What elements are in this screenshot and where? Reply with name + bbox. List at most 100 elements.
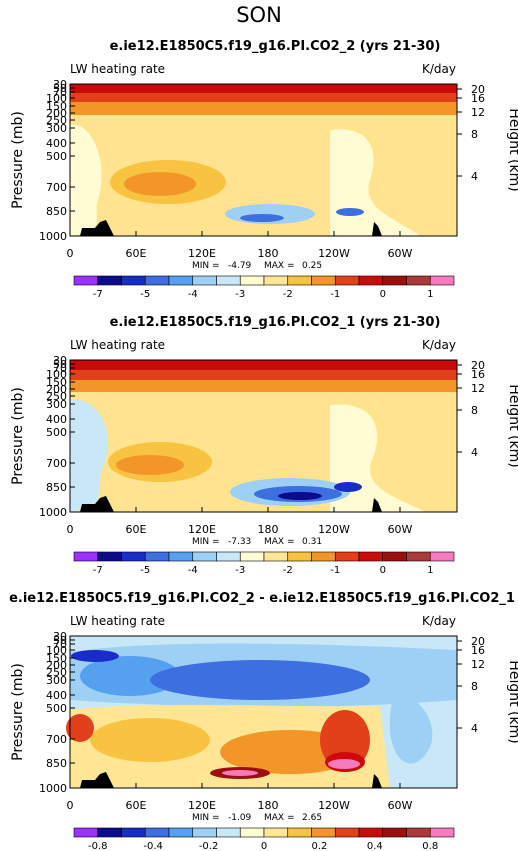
y-tick-label: 30 [53,630,67,643]
panel-3-topography-south-america [372,774,382,788]
y2-tick-label: 12 [471,106,485,119]
panel-2-topography-south-america [372,498,382,512]
colorbar-label: -5 [140,289,150,300]
y2-tick-label: 4 [471,170,478,183]
colorbar-swatch [334,551,360,562]
colorbar-label: -0.4 [143,841,163,851]
y2-tick-label: 8 [471,404,478,417]
x-tick-label: 60E [126,247,147,260]
x-tick-label: 60E [126,799,147,812]
colorbar-swatch [287,551,312,562]
x-tick-label: 120E [188,247,216,260]
panel-3-min-value: -1.09 [228,813,252,823]
colorbar-swatch [382,551,407,562]
panel-2-plot-area [69,359,458,513]
colorbar-label: -3 [235,565,245,576]
y-tick-label: 700 [46,733,67,746]
panel-3-max-label: MAX = [264,813,295,823]
colorbar-swatch [144,275,170,286]
colorbar-swatch [382,827,407,838]
y-tick-label: 1000 [39,230,67,243]
panel-1-orange-band [70,102,457,115]
panel-1-max-label: MAX = [264,261,295,271]
panel-1-variable-label: LW heating rate [70,62,165,76]
colorbar-swatch [406,827,431,838]
colorbar-label: -5 [140,565,150,576]
panel-2-blue-cell-east [334,482,362,492]
y-tick-label: 150 [46,376,67,389]
y-tick-label: 400 [46,689,67,702]
panel-2-max-value: 0.31 [302,537,322,547]
colorbar-label: 0 [261,841,267,851]
colorbar-swatch [216,827,241,838]
panel-3-title: e.ie12.E1850C5.f19_g16.PI.CO2_2 - e.ie12… [9,591,515,606]
colorbar-swatch [287,827,312,838]
colorbar-swatch [144,827,170,838]
colorbar-label: -0.8 [88,841,108,851]
colorbar-label: -2 [283,565,293,576]
y2-tick-label: 20 [471,635,485,648]
x-tick-label: 120W [318,247,350,260]
panel-3-max-value: 2.65 [302,813,322,823]
x-tick-label: 120E [188,523,216,536]
y-tick-label: 850 [46,481,67,494]
panel-3-x-ticks: 0 60E 120E 180 120W 60W [67,783,413,812]
colorbar-swatch [263,275,289,286]
colorbar-label: -1 [330,289,340,300]
panel-2-min-value: -7.33 [228,537,251,547]
colorbar-label: 1 [427,565,433,576]
panel-3-topography-africa [80,772,114,788]
panel-2-topography-africa [80,496,114,512]
page-title: SON [236,3,282,27]
panel-1-ylabel: Pressure (mb) [10,111,26,209]
x-tick-label: 60W [388,523,413,536]
colorbar-swatch [429,551,455,562]
y-tick-label: 150 [46,652,67,665]
panel-1-min-label: MIN = [192,261,220,271]
y-tick-label: 500 [46,150,67,163]
colorbar-swatch [429,275,455,286]
y2-tick-label: 16 [471,644,485,657]
y2-tick-label: 4 [471,446,478,459]
x-tick-label: 0 [67,247,74,260]
y-tick-label: 100 [46,644,67,657]
y-tick-label: 200 [46,659,67,672]
panel-2-y2label: Height (km) [506,384,518,467]
colorbar-swatch [97,275,122,286]
x-tick-label: 120E [188,799,216,812]
colorbar-label: -7 [93,289,103,300]
panel-1-light-region-west [70,124,102,236]
x-tick-label: 180 [258,247,279,260]
y-tick-label: 250 [46,390,67,403]
panel-3-blue-cell-center [150,660,370,700]
x-tick-label: 0 [67,799,74,812]
panel-3-ylabel: Pressure (mb) [10,663,26,761]
y-tick-label: 400 [46,137,67,150]
panel-1-blue-cell-east [336,208,364,216]
y-tick-label: 850 [46,757,67,770]
colorbar-swatch [192,827,217,838]
colorbar-swatch [216,275,241,286]
colorbar-swatch [239,551,265,562]
x-tick-label: 120W [318,799,350,812]
panel-2-upper-band [70,370,457,380]
panel-1-plot-area [69,83,458,237]
colorbar-label: 0.8 [422,841,438,851]
panel-2-max-label: MAX = [264,537,295,547]
panel-2-orange-cell-core [116,455,184,475]
colorbar-swatch [334,827,360,838]
colorbar-label: -7 [93,565,103,576]
colorbar-label: 1 [427,289,433,300]
y-tick-label: 100 [46,368,67,381]
colorbar-swatch [97,827,122,838]
x-tick-label: 0 [67,523,74,536]
colorbar-swatch [358,827,384,838]
colorbar-swatch [144,551,170,562]
panel-2-blue-cell-inner [278,492,322,500]
panel-3-dark-blue-top [71,650,119,662]
y2-tick-label: 4 [471,722,478,735]
colorbar-swatch [382,275,407,286]
